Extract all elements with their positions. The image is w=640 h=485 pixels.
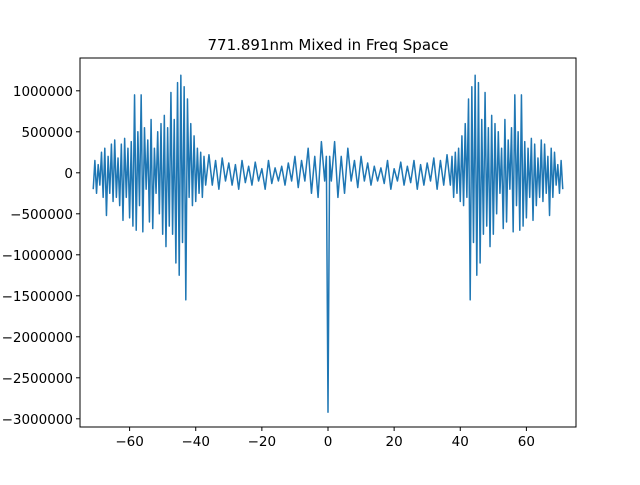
- y-tick-label: −2000000: [2, 330, 73, 346]
- x-tick-label: 20: [386, 434, 403, 450]
- y-tick-label: −1500000: [2, 289, 73, 305]
- x-tick-label: −40: [181, 434, 210, 450]
- x-axis: −60 −40 −20 0 20 40 60: [115, 427, 535, 450]
- x-tick-label: −60: [115, 434, 144, 450]
- chart-title: 771.891nm Mixed in Freq Space: [207, 36, 448, 54]
- y-tick-label: −3000000: [2, 412, 73, 428]
- x-tick-label: 60: [518, 434, 535, 450]
- y-tick-label: −500000: [10, 207, 73, 223]
- x-tick-label: 0: [324, 434, 333, 450]
- y-tick-label: 0: [64, 166, 73, 182]
- y-tick-label: 500000: [21, 125, 73, 141]
- y-tick-label: −1000000: [2, 248, 73, 264]
- x-tick-label: 40: [452, 434, 469, 450]
- series-line-0: [92, 74, 564, 413]
- x-tick-label: −20: [248, 434, 277, 450]
- y-tick-label: −2500000: [2, 371, 73, 387]
- plot-area: [92, 74, 564, 413]
- y-tick-label: 1000000: [13, 84, 73, 100]
- y-axis: 1000000 500000 0 −500000 −1000000 −1500000 −20…: [2, 84, 80, 428]
- plot-frame: [79, 57, 577, 428]
